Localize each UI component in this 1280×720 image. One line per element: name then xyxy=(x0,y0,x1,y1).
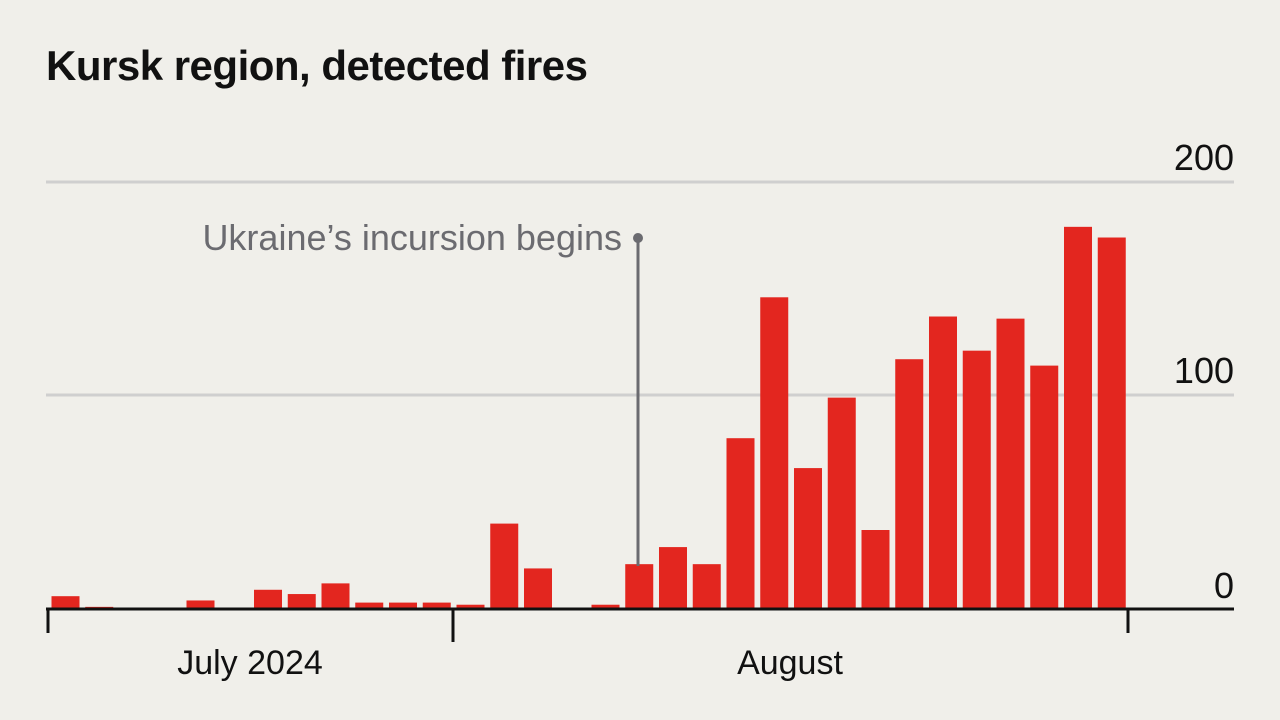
bar-2024-08-08 xyxy=(760,297,789,609)
bar-2024-07-13 xyxy=(287,594,316,609)
bar-2024-07-14 xyxy=(321,583,350,609)
chart-title: Kursk region, detected fires xyxy=(46,42,588,89)
bar-2024-07-12 xyxy=(254,589,282,609)
y-tick-0: 0 xyxy=(1214,565,1234,606)
annotation-dot xyxy=(633,233,643,243)
bar-2024-08-14 xyxy=(962,350,991,609)
y-tick-200: 200 xyxy=(1174,137,1234,178)
bar-2024-08-06 xyxy=(692,564,721,609)
bar-2024-07-20 xyxy=(524,568,552,609)
bar-2024-08-10 xyxy=(827,397,856,609)
bar-2024-08-18 xyxy=(1097,237,1126,609)
gridlines xyxy=(46,180,1234,397)
x-label-july: July 2024 xyxy=(177,644,323,682)
bar-2024-08-11 xyxy=(861,530,890,609)
bar-2024-07-19 xyxy=(490,523,519,609)
bar-2024-07-15 xyxy=(355,602,384,609)
bar-2024-07-22 xyxy=(591,604,620,609)
y-tick-labels: 200 100 0 xyxy=(1174,137,1234,606)
bars xyxy=(51,226,1126,609)
bar-2024-07-17 xyxy=(422,602,451,609)
bar-2024-07-23 xyxy=(625,564,654,609)
bar-2024-07-16 xyxy=(389,602,417,609)
bar-2024-07-24 xyxy=(659,547,687,609)
bar-2024-08-17 xyxy=(1064,226,1092,609)
annotation-text: Ukraine’s incursion begins xyxy=(202,217,622,258)
bar-2024-07-10 xyxy=(186,600,215,609)
x-axis: July 2024 August xyxy=(46,607,1234,682)
bar-2024-08-16 xyxy=(1030,365,1059,609)
bar-2024-07-06 xyxy=(51,596,80,609)
bar-2024-08-09 xyxy=(794,468,822,609)
bar-2024-07-18 xyxy=(456,604,485,609)
bar-2024-08-07 xyxy=(726,438,755,609)
bar-2024-08-15 xyxy=(996,318,1025,609)
annotation: Ukraine’s incursion begins xyxy=(202,217,643,566)
bar-2024-08-13 xyxy=(929,316,957,609)
bar-2024-08-12 xyxy=(895,359,924,609)
x-label-august: August xyxy=(737,644,843,682)
y-tick-100: 100 xyxy=(1174,350,1234,391)
